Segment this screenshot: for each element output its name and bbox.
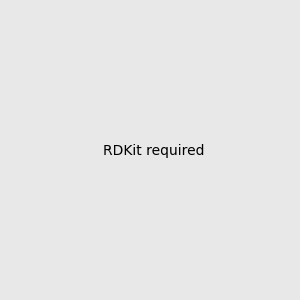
Text: RDKit required: RDKit required <box>103 145 205 158</box>
